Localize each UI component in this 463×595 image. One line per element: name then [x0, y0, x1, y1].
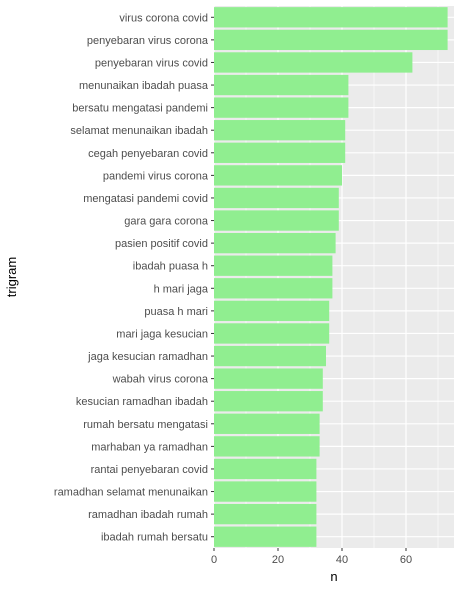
bar: [214, 503, 317, 525]
bar: [214, 526, 317, 547]
bar: [214, 97, 349, 118]
bar: [214, 300, 330, 322]
y-tick-label: selamat menunaikan ibadah: [70, 125, 208, 137]
bar: [214, 210, 339, 231]
bar: [214, 323, 330, 344]
bar: [214, 165, 342, 186]
y-tick-label: menunaikan ibadah puasa: [79, 80, 209, 92]
bar: [214, 436, 320, 457]
bar: [214, 74, 349, 96]
y-tick-label: ibadah puasa h: [133, 261, 208, 273]
y-tick-label: rumah bersatu mengatasi: [83, 419, 208, 431]
x-axis-title: n: [330, 569, 337, 584]
y-tick-label: cegah penyebaran covid: [88, 148, 208, 160]
y-tick-label: kesucian ramadhan ibadah: [76, 396, 208, 408]
y-tick-label: wabah virus corona: [112, 374, 209, 386]
x-tick-label: 0: [211, 554, 217, 566]
x-tick-label: 20: [272, 554, 284, 566]
bar: [214, 481, 317, 502]
bar: [214, 391, 323, 412]
y-tick-label: marhaban ya ramadhan: [91, 441, 208, 453]
bar: [214, 187, 339, 209]
bar: [214, 413, 320, 434]
y-tick-label: puasa h mari: [144, 306, 208, 318]
bar: [214, 345, 326, 367]
y-tick-label: pandemi virus corona: [103, 170, 209, 182]
y-tick-label: virus corona covid: [119, 12, 208, 24]
bar: [214, 7, 448, 28]
x-tick-label: 40: [336, 554, 348, 566]
y-tick-label: ibadah rumah bersatu: [101, 532, 208, 544]
bar: [214, 255, 333, 276]
y-tick-label: penyebaran virus covid: [95, 57, 208, 69]
y-tick-label: jaga kesucian ramadhan: [87, 351, 208, 363]
bars: [214, 7, 448, 547]
bar: [214, 368, 323, 389]
bar: [214, 458, 317, 480]
bar: [214, 29, 448, 51]
y-tick-label: gara gara corona: [124, 216, 209, 228]
bar: [214, 120, 346, 141]
plot-panel: [214, 6, 454, 548]
y-tick-label: bersatu mengatasi pandemi: [72, 103, 208, 115]
y-tick-label: mari jaga kesucian: [116, 328, 208, 340]
grid-minor: [245, 6, 439, 548]
y-axis: virus corona covid penyebaran virus coron…: [54, 12, 214, 544]
y-tick-label: ramadhan ibadah rumah: [88, 509, 208, 521]
y-tick-label: mengatasi pandemi covid: [83, 193, 208, 205]
y-axis-title: trigram: [4, 257, 19, 297]
y-tick-label: penyebaran virus corona: [87, 35, 209, 47]
y-tick-label: h mari jaga: [154, 283, 209, 295]
bar: [214, 52, 413, 73]
bar: [214, 142, 346, 163]
y-tick-label: pasien positif covid: [115, 238, 208, 250]
bar: [214, 278, 333, 299]
x-tick-label: 60: [400, 554, 412, 566]
y-tick-label: ramadhan selamat menunaikan: [54, 487, 208, 499]
x-axis: 0 20 40 60: [211, 548, 412, 566]
y-tick-label: rantai penyebaran covid: [91, 464, 208, 476]
bar: [214, 232, 336, 254]
